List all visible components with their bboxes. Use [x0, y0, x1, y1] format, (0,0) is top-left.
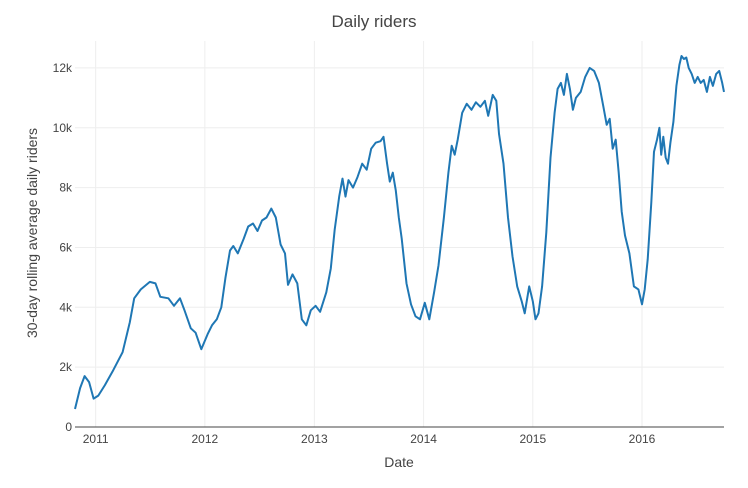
y-tick-label: 6k — [59, 240, 73, 254]
y-tick-label: 12k — [53, 61, 73, 75]
series-line-0 — [74, 55, 725, 410]
x-tick-label: 2011 — [83, 432, 109, 446]
x-tick-label: 2016 — [629, 432, 656, 446]
x-tick-label: 2013 — [301, 432, 328, 446]
x-tick-label: 2015 — [519, 432, 546, 446]
x-tick-label: 2014 — [410, 432, 437, 446]
y-axis-title: 30-day rolling average daily riders — [24, 128, 40, 338]
x-axis-title: Date — [384, 454, 414, 470]
y-tick-label: 8k — [59, 181, 73, 195]
chart-title: Daily riders — [331, 12, 416, 31]
x-tick-label: 2012 — [192, 432, 219, 446]
y-tick-label: 10k — [53, 121, 73, 135]
y-axis-ticks: 0 2k 4k 6k 8k 10k 12k — [53, 61, 73, 434]
series-layer — [74, 55, 725, 410]
y-tick-label: 0 — [65, 420, 72, 434]
x-axis-ticks: 2011 2012 2013 2014 2015 2016 — [83, 432, 656, 446]
y-tick-label: 2k — [59, 360, 73, 374]
y-tick-label: 4k — [59, 300, 73, 314]
